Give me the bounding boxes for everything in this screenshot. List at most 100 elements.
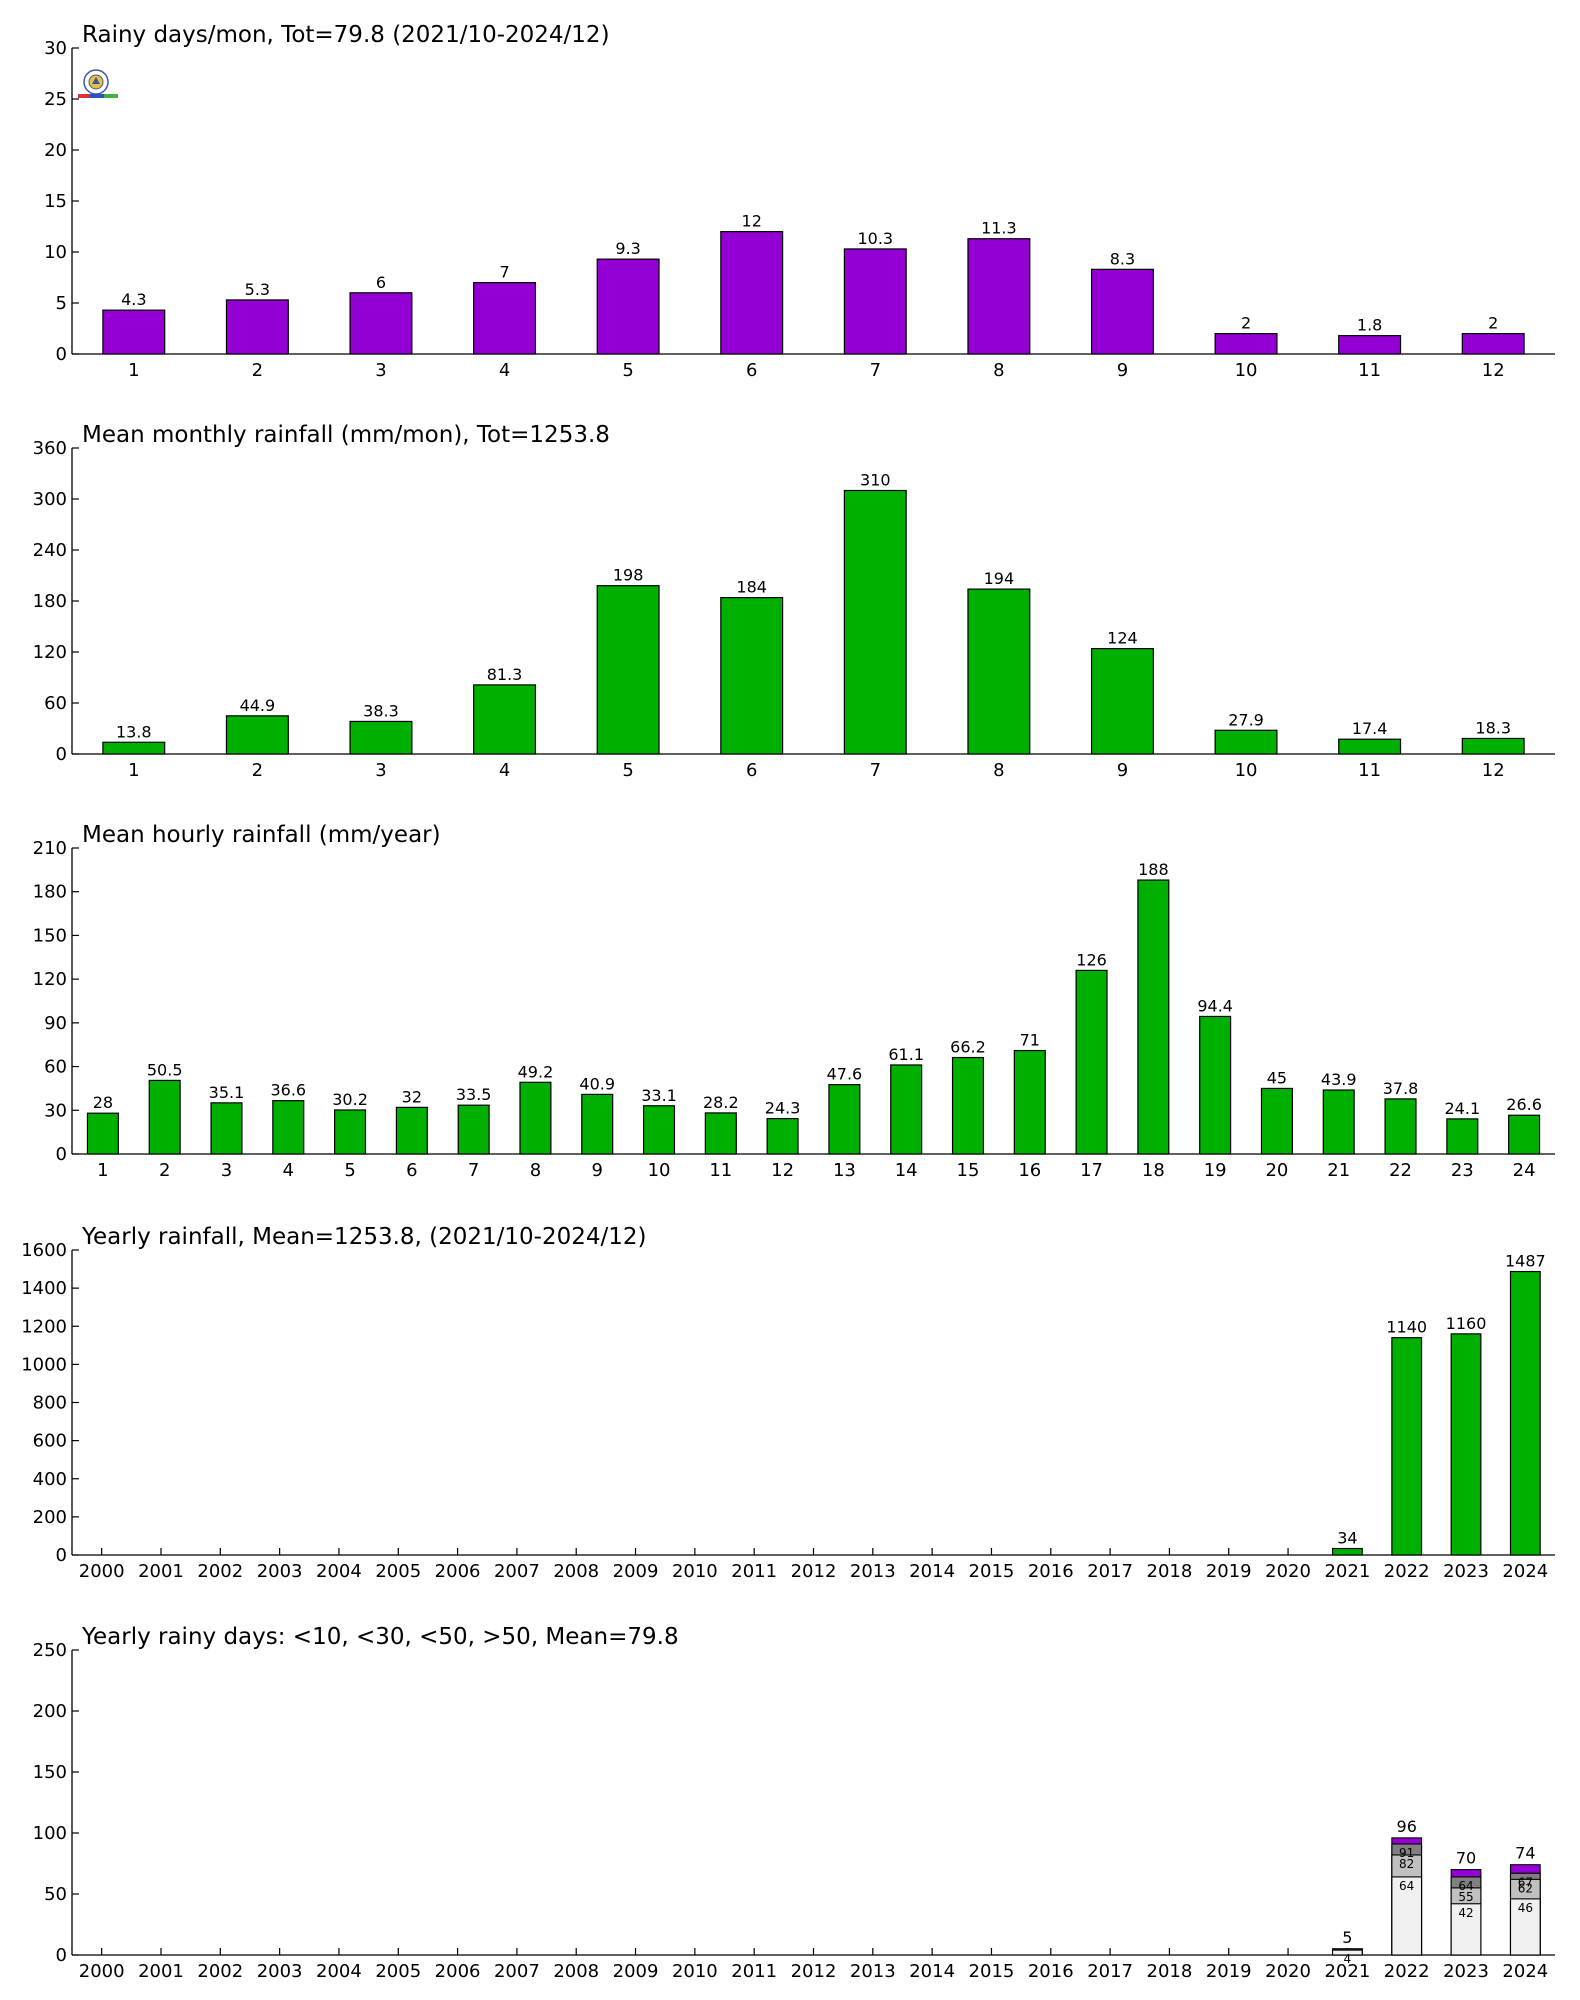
y-tick-label: 1000 [21,1354,67,1375]
x-tick-label: 2004 [316,1961,362,1982]
y-tick-label: 0 [56,744,67,765]
y-tick-label: 0 [56,1945,67,1966]
stacked-bar-segment [1509,1898,1541,1956]
bar-value-label: 33.5 [456,1085,492,1104]
y-tick-label: 250 [33,1640,67,1661]
panel-title: Mean hourly rainfall (mm/year) [82,822,441,848]
x-tick-label: 2008 [553,1961,599,1982]
x-tick-label: 2003 [257,1561,303,1582]
x-tick-label: 7 [870,360,881,381]
bar [1090,268,1154,355]
bar [519,1081,552,1155]
panel-title: Yearly rainy days: <10, <30, <50, >50, M… [81,1624,679,1650]
bar-value-label: 18.3 [1475,718,1511,737]
bar [1214,333,1278,355]
x-tick-label: 2009 [613,1961,659,1982]
bar [457,1104,490,1155]
bar-value-label: 28 [93,1093,113,1112]
bar [1338,335,1402,355]
stack-level-label: 96 [1397,1817,1417,1836]
bar [1214,729,1278,755]
x-tick-label: 9 [1117,360,1128,381]
x-tick-label: 2023 [1443,1561,1489,1582]
bar-value-label: 9.3 [615,239,640,258]
x-tick-label: 20 [1265,1160,1288,1181]
panel-2: Mean monthly rainfall (mm/mon), Tot=1253… [33,422,1555,781]
stack-level-label: 42 [1458,1906,1473,1920]
bar [210,1102,243,1155]
x-tick-label: 2016 [1028,1961,1074,1982]
stack-level-label: 70 [1456,1849,1476,1868]
bar [843,489,907,755]
bar [349,720,413,755]
x-tick-label: 6 [746,760,757,781]
x-tick-label: 2022 [1384,1561,1430,1582]
bar-value-label: 194 [984,569,1015,588]
x-tick-label: 1 [97,1160,108,1181]
y-tick-label: 120 [33,642,67,663]
x-tick-label: 10 [1235,360,1258,381]
x-tick-label: 12 [771,1160,794,1181]
x-tick-label: 2013 [850,1561,896,1582]
x-tick-label: 2024 [1502,1561,1548,1582]
bar-value-label: 124 [1107,629,1138,648]
bar-value-label: 38.3 [363,701,399,720]
y-tick-label: 90 [44,1013,67,1034]
y-tick-label: 150 [33,1762,67,1783]
bar [1450,1333,1482,1556]
bar-value-label: 198 [613,566,644,585]
x-tick-label: 2006 [435,1561,481,1582]
bar-value-label: 30.2 [332,1090,368,1109]
x-tick-label: 2015 [969,1561,1015,1582]
x-tick-label: 1 [128,760,139,781]
x-tick-label: 5 [622,760,633,781]
x-tick-label: 2022 [1384,1961,1430,1982]
bar [102,741,166,755]
bar [596,585,660,755]
bar [951,1056,985,1155]
bar-value-label: 188 [1138,860,1169,879]
bar-value-label: 24.3 [765,1099,801,1118]
stack-level-label: 64 [1458,1879,1473,1893]
bar-value-label: 94.4 [1197,996,1233,1015]
y-tick-label: 600 [33,1431,67,1452]
y-tick-label: 180 [33,591,67,612]
x-tick-label: 2017 [1087,1961,1133,1982]
x-tick-label: 2018 [1147,1561,1193,1582]
y-tick-label: 10 [44,242,67,263]
bar [1384,1098,1417,1155]
x-tick-label: 10 [648,1160,671,1181]
x-tick-label: 8 [530,1160,541,1181]
bar-value-label: 24.1 [1445,1099,1481,1118]
x-tick-label: 2007 [494,1561,540,1582]
x-tick-label: 2021 [1324,1561,1370,1582]
bar-value-label: 61.1 [888,1045,924,1064]
y-tick-label: 0 [56,344,67,365]
y-tick-label: 360 [33,438,67,459]
bar [890,1064,923,1155]
panel-3: Mean hourly rainfall (mm/year)0306090120… [33,822,1555,1181]
y-tick-label: 1200 [21,1316,67,1337]
y-tick-label: 5 [56,293,67,314]
x-tick-label: 8 [993,360,1004,381]
bar-value-label: 49.2 [518,1062,554,1081]
x-tick-label: 4 [283,1160,294,1181]
x-tick-label: 1 [128,360,139,381]
bar [720,596,784,755]
x-tick-label: 2018 [1147,1961,1193,1982]
stacked-bar-segment [1332,1949,1363,1956]
y-tick-label: 150 [33,925,67,946]
panel-4: Yearly rainfall, Mean=1253.8, (2021/10-2… [21,1224,1555,1582]
bar-value-label: 184 [736,578,767,597]
bar-value-label: 4.3 [121,290,146,309]
bar [1331,1547,1363,1556]
x-tick-label: 3 [221,1160,232,1181]
y-tick-label: 20 [44,140,67,161]
x-tick-label: 2023 [1443,1961,1489,1982]
bar [1322,1089,1355,1155]
bar-value-label: 43.9 [1321,1070,1357,1089]
bar-value-label: 10.3 [857,229,893,248]
bar [596,258,660,355]
bar [581,1093,614,1155]
